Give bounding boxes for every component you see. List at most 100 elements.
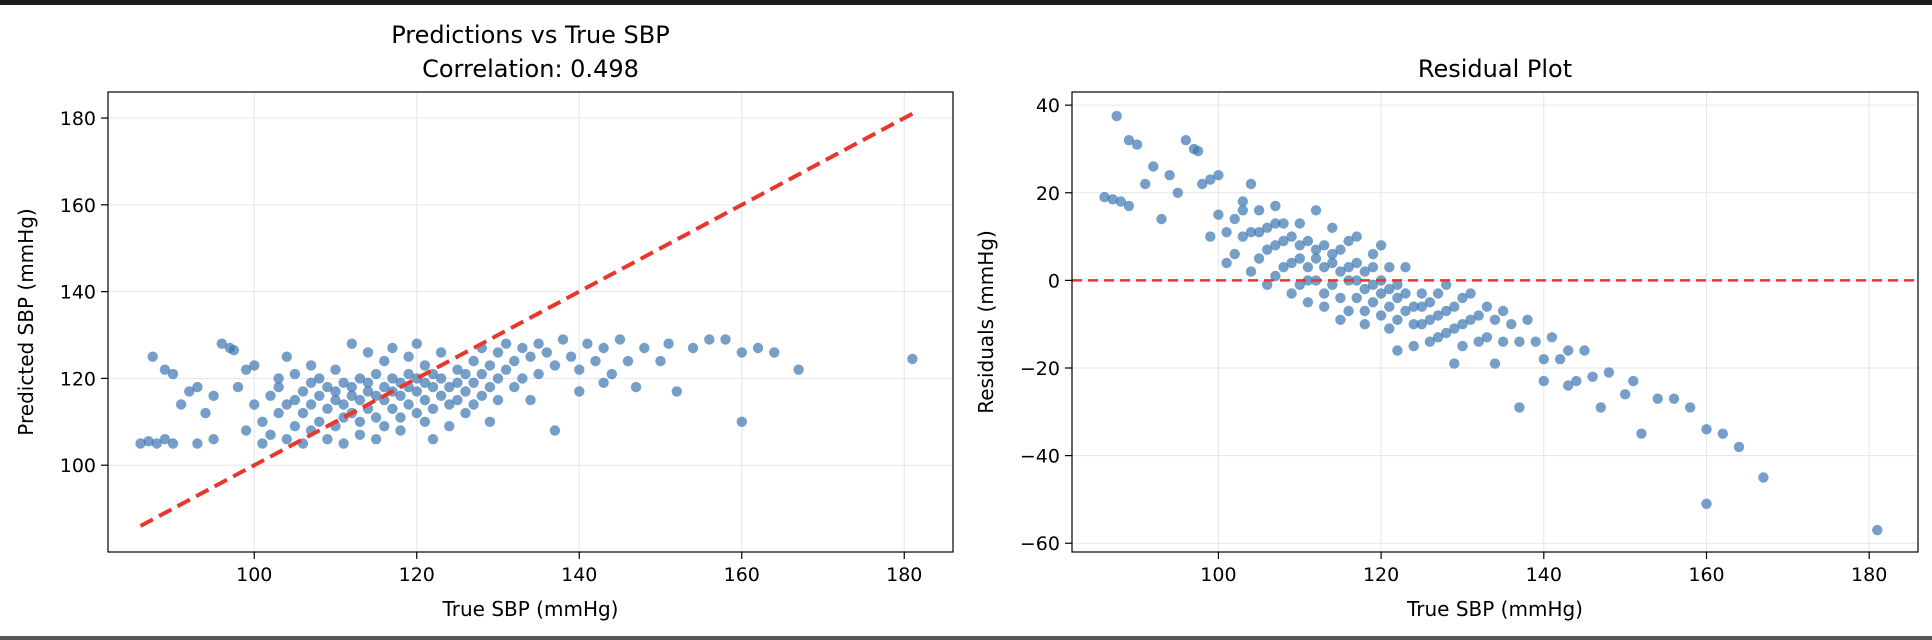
- scatter-point: [379, 355, 390, 367]
- scatter-point: [1546, 332, 1558, 343]
- scatter-point: [736, 347, 747, 358]
- scatter-point: [720, 334, 731, 345]
- scatter-point: [175, 399, 187, 410]
- scatter-point: [1221, 257, 1232, 269]
- y-tick-label: 40: [1036, 95, 1060, 117]
- scatter-point: [557, 334, 569, 345]
- scatter-point: [1497, 336, 1509, 347]
- scatter-point: [147, 351, 158, 362]
- scatter-point: [1262, 244, 1273, 255]
- scatter-point: [1563, 380, 1574, 391]
- scatter-point: [273, 373, 284, 384]
- scatter-point: [517, 342, 528, 354]
- scatter-point: [1351, 257, 1362, 269]
- scatter-point: [444, 399, 455, 410]
- scatter-point: [184, 386, 195, 397]
- scatter-point: [1351, 275, 1362, 286]
- scatter-point: [362, 347, 374, 358]
- scatter-point: [435, 373, 447, 384]
- scatter-point: [289, 394, 301, 406]
- scatter-point: [468, 377, 479, 388]
- scatter-point: [1294, 279, 1306, 290]
- x-tick-label: 160: [724, 564, 760, 586]
- scatter-point: [1123, 200, 1135, 212]
- scatter-point: [1359, 319, 1371, 330]
- scatter-point: [1497, 305, 1509, 317]
- y-tick-label: 120: [60, 368, 96, 390]
- scatter-point: [1473, 310, 1484, 321]
- scatter-point: [1367, 279, 1379, 290]
- chart-title: Residual Plot: [1418, 55, 1572, 83]
- scatter-point: [1180, 135, 1192, 146]
- scatter-point: [1636, 428, 1647, 439]
- scatter-point: [1416, 319, 1428, 330]
- plot-frame: [1071, 91, 1919, 553]
- scatter-point: [1620, 389, 1631, 400]
- y-tick-label: −60: [1020, 533, 1060, 555]
- scatter-point: [1310, 253, 1322, 264]
- scatter-point: [403, 399, 414, 410]
- scatter-point: [1245, 178, 1257, 190]
- scatter-point: [1351, 231, 1362, 242]
- x-axis-label: True SBP (mmHg): [1406, 597, 1583, 621]
- scatter-point: [330, 386, 341, 397]
- scatter-point: [1367, 248, 1379, 260]
- scatter-point: [1481, 301, 1493, 312]
- scatter-point: [1156, 213, 1167, 225]
- scatter-point: [167, 438, 179, 449]
- scatter-point: [1367, 262, 1379, 273]
- scatter-point: [249, 360, 260, 371]
- scatter-point: [338, 399, 349, 410]
- scatter-point: [1131, 139, 1143, 150]
- scatter-point: [435, 390, 447, 401]
- scatter-point: [1343, 305, 1354, 317]
- scatter-point: [574, 364, 585, 375]
- scatter-point: [403, 351, 414, 362]
- scatter-point: [1733, 441, 1745, 453]
- scatter-point: [1327, 222, 1338, 233]
- scatter-point: [452, 377, 463, 388]
- scatter-point: [411, 386, 422, 397]
- scatter-point: [1253, 227, 1265, 238]
- scatter-point: [1359, 305, 1371, 317]
- y-tick-label: −40: [1020, 446, 1060, 468]
- scatter-point: [1327, 257, 1338, 269]
- x-tick-label: 140: [1526, 564, 1562, 586]
- scatter-point: [1465, 288, 1476, 299]
- y-tick-label: 140: [60, 282, 96, 304]
- scatter-point: [395, 390, 406, 401]
- scatter-point: [387, 342, 398, 354]
- scatter-point: [281, 434, 292, 445]
- scatter-point: [1205, 231, 1216, 242]
- scatter-point: [346, 390, 357, 401]
- scatter-point: [549, 425, 561, 436]
- scatter-point: [1262, 222, 1273, 233]
- scatter-point: [354, 429, 366, 440]
- scatter-point: [492, 373, 504, 384]
- scatter-point: [419, 416, 431, 427]
- scatter-point: [281, 399, 292, 410]
- scatter-point: [1335, 266, 1346, 277]
- scatter-point: [354, 394, 366, 406]
- scatter-point: [1319, 288, 1330, 299]
- chart-panel-1: 100 120 140 160 180 100 120 140 160 180 True SBP (…: [14, 21, 954, 621]
- scatter-point: [622, 355, 634, 367]
- scatter-point: [590, 355, 601, 367]
- scatter-point: [1099, 191, 1110, 203]
- scatter-point: [1302, 262, 1314, 273]
- x-tick-label: 180: [1851, 564, 1887, 586]
- scatter-point: [492, 394, 504, 406]
- scatter-point: [159, 434, 171, 445]
- scatter-point: [1335, 314, 1346, 325]
- scatter-point: [1302, 235, 1314, 247]
- scatter-point: [1441, 327, 1452, 339]
- scatter-point: [1286, 257, 1297, 269]
- scatter-point: [1294, 240, 1306, 251]
- scatter-point: [1489, 358, 1501, 369]
- scatter-point: [1278, 218, 1289, 229]
- scatter-point: [468, 355, 479, 367]
- scatter-point: [1359, 266, 1371, 277]
- scatter-point: [322, 434, 333, 445]
- scatter-point: [427, 403, 439, 414]
- scatter-point: [330, 394, 341, 406]
